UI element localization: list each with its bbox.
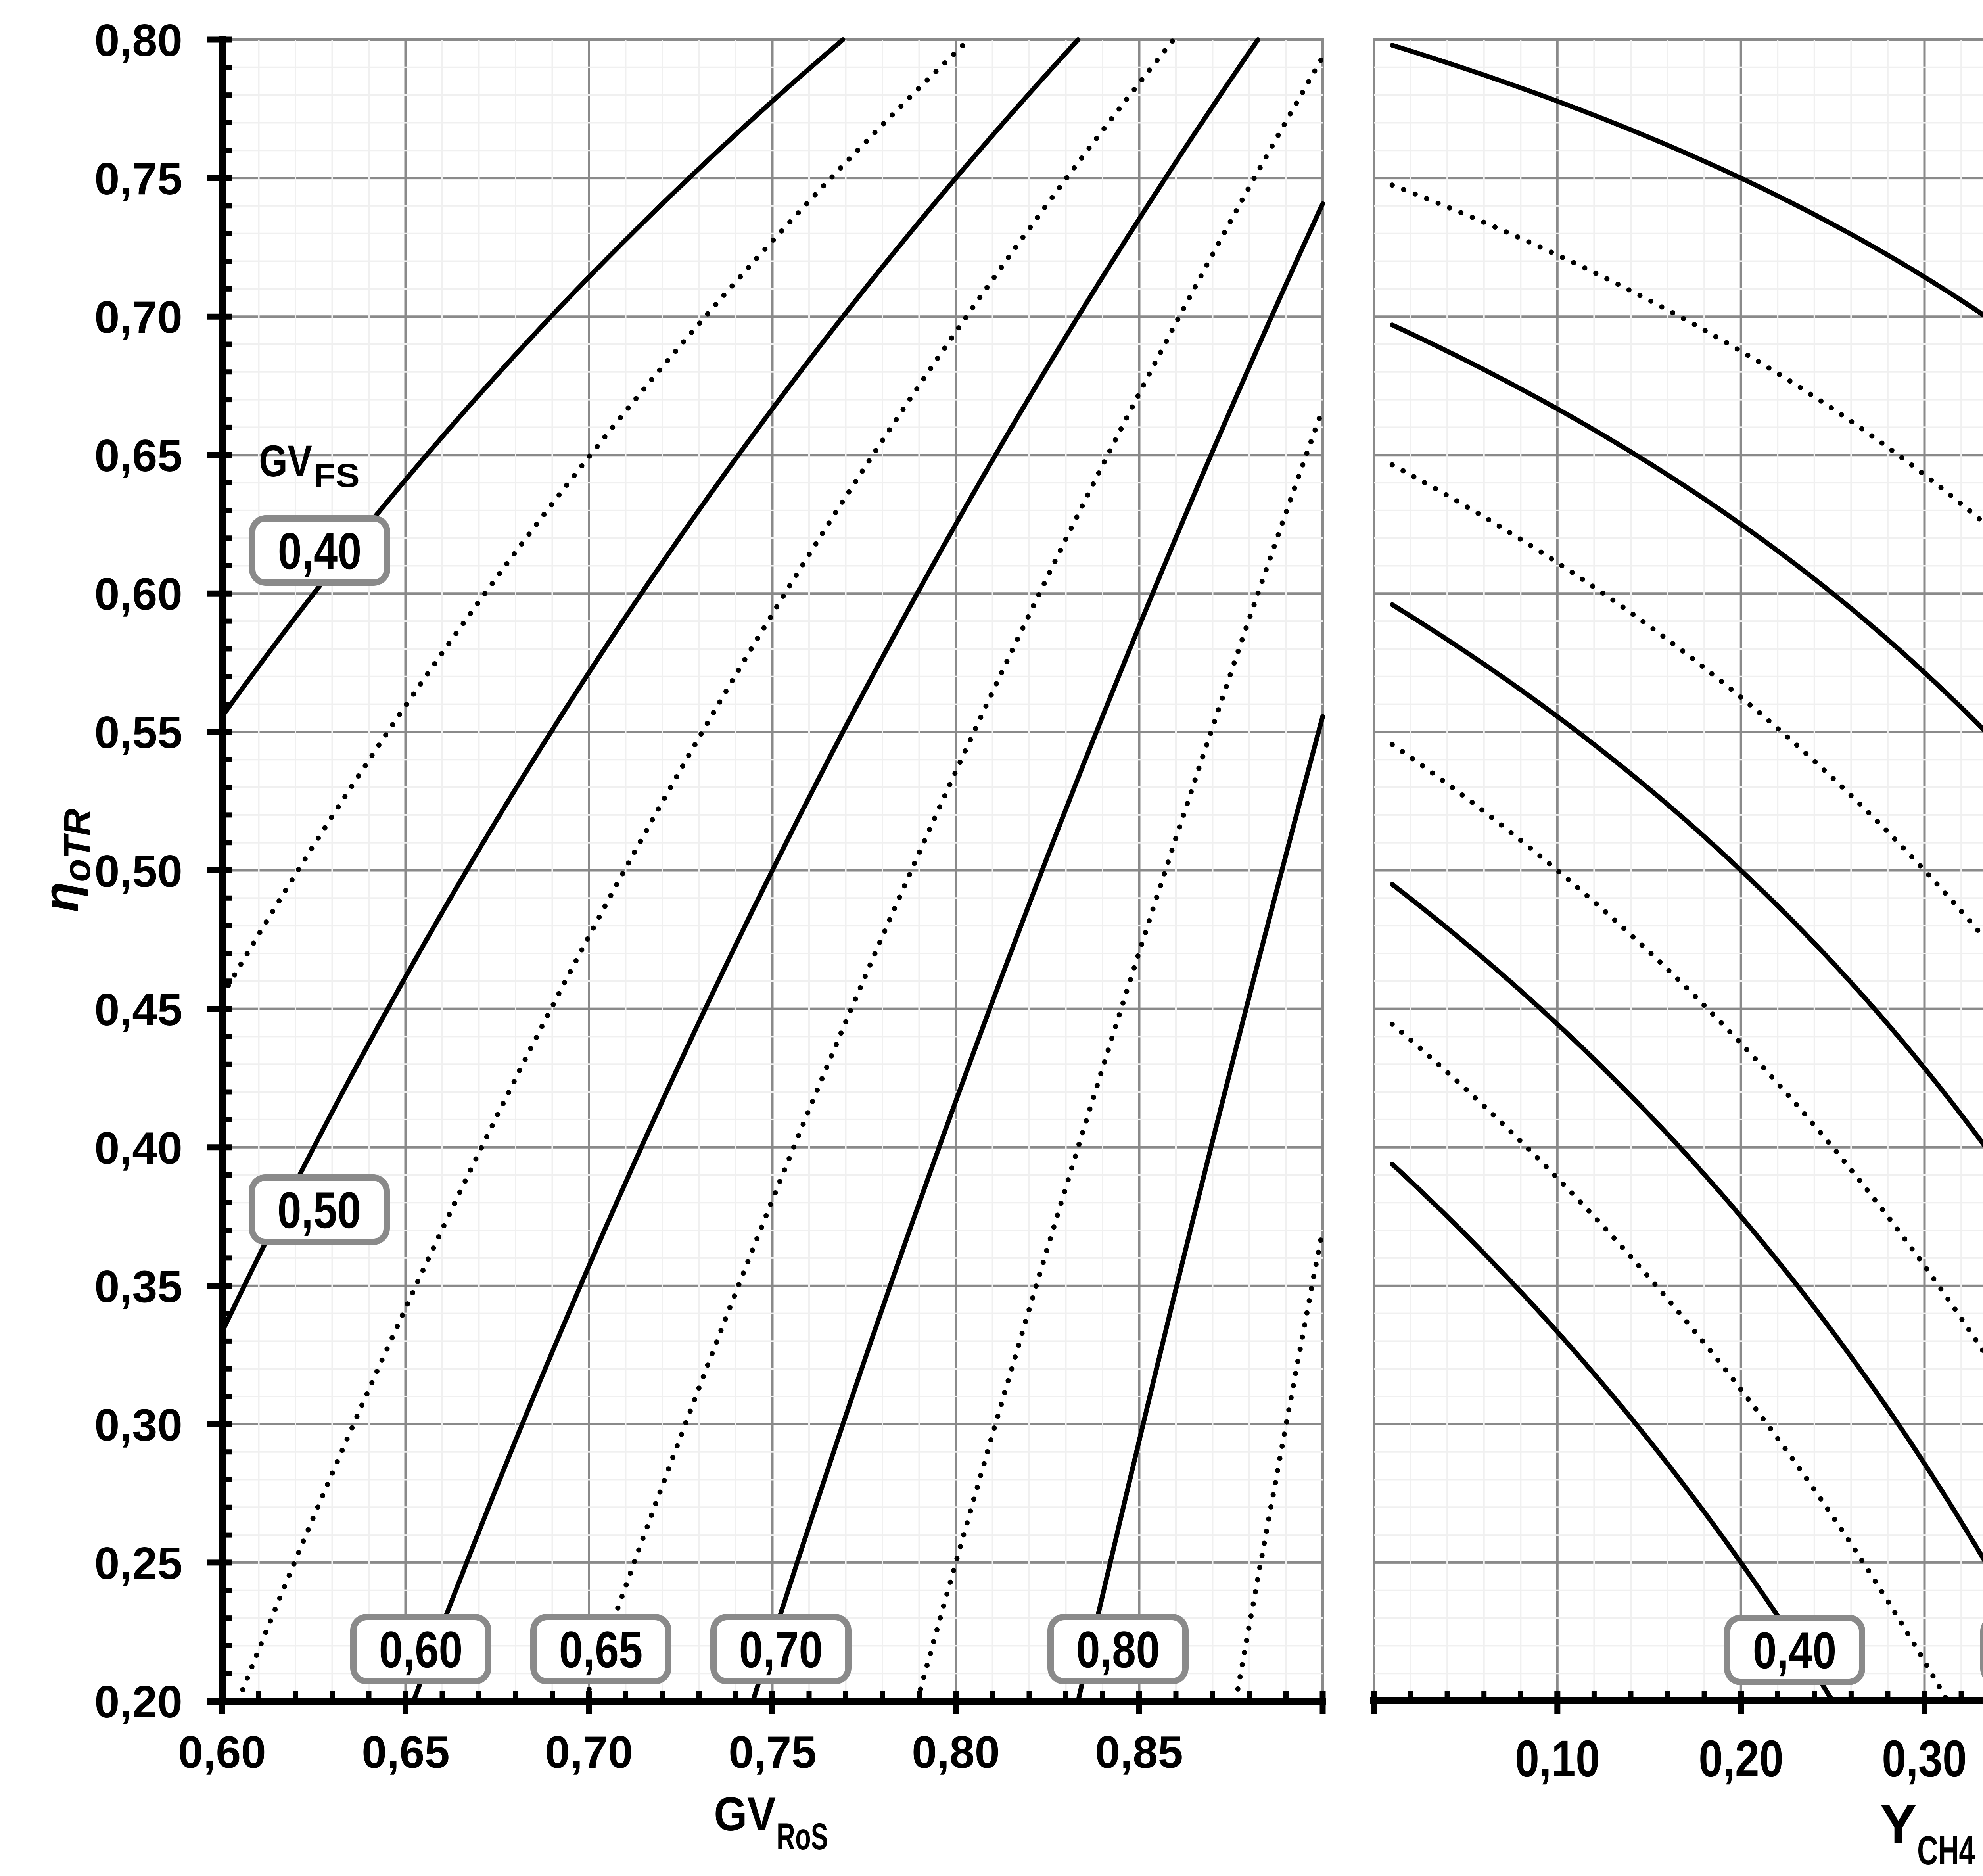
svg-text:0,35: 0,35 [94, 1262, 182, 1312]
svg-text:0,60: 0,60 [94, 569, 182, 620]
svg-text:0,55: 0,55 [94, 708, 182, 758]
svg-text:0,40: 0,40 [278, 522, 362, 580]
svg-text:0,70: 0,70 [94, 292, 182, 343]
svg-text:GV: GV [714, 1788, 776, 1841]
svg-text:0,25: 0,25 [94, 1538, 182, 1589]
svg-text:0,70: 0,70 [739, 1621, 823, 1678]
svg-text:0,75: 0,75 [94, 154, 182, 204]
svg-text:FS: FS [313, 457, 360, 494]
svg-text:0,20: 0,20 [94, 1677, 182, 1727]
svg-text:0,80: 0,80 [1076, 1621, 1160, 1678]
svg-text:0,75: 0,75 [729, 1727, 817, 1778]
svg-text:RoS: RoS [777, 1816, 828, 1858]
svg-text:GV: GV [259, 436, 312, 486]
svg-text:0,80: 0,80 [94, 15, 182, 66]
svg-text:0,45: 0,45 [94, 985, 182, 1035]
svg-text:0,40: 0,40 [1753, 1621, 1837, 1679]
svg-text:0,10: 0,10 [1515, 1729, 1600, 1788]
svg-text:0,65: 0,65 [94, 431, 182, 481]
svg-text:0,30: 0,30 [94, 1400, 182, 1450]
svg-text:0,60: 0,60 [379, 1621, 463, 1678]
svg-text:0,65: 0,65 [362, 1727, 450, 1778]
svg-text:0,40: 0,40 [94, 1123, 182, 1174]
svg-text:0,85: 0,85 [1095, 1727, 1183, 1778]
svg-text:Y: Y [1880, 1793, 1917, 1855]
svg-text:0,65: 0,65 [559, 1621, 643, 1678]
svg-text:0,70: 0,70 [545, 1727, 633, 1778]
svg-text:0,60: 0,60 [178, 1727, 266, 1778]
svg-text:0,50: 0,50 [278, 1181, 361, 1239]
svg-text:0,80: 0,80 [912, 1727, 1000, 1778]
svg-text:0,30: 0,30 [1882, 1729, 1967, 1788]
svg-text:0,50: 0,50 [94, 846, 182, 897]
svg-text:CH4: CH4 [1917, 1828, 1975, 1873]
svg-text:0,20: 0,20 [1699, 1729, 1784, 1788]
